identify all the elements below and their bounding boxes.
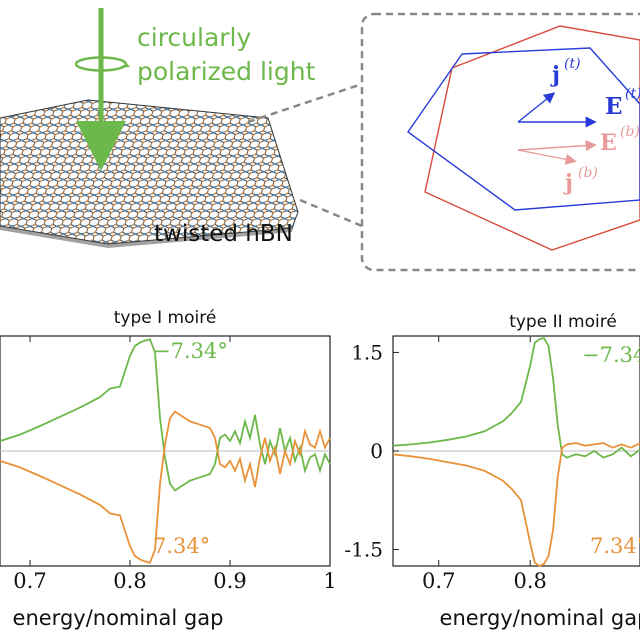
chart-title: type I moiré	[114, 308, 217, 328]
hbn-sheet-illustration	[0, 99, 299, 248]
chart-type-II: 0.7 0.8 1.5 0 -1.5 −7.34° 7.34° type II moiré en…	[344, 312, 640, 630]
sample-label: twisted hBN	[154, 221, 293, 247]
E-bottom-label: E (b)	[600, 124, 640, 156]
light-label-line2: polarized light	[137, 57, 316, 86]
x-tick-label: 0.8	[514, 569, 547, 593]
zoom-leader-bottom	[299, 198, 363, 228]
svg-text:(b): (b)	[578, 165, 598, 181]
series-annotation: 7.34°	[590, 534, 640, 558]
x-tick-label: 0.9	[213, 569, 246, 593]
E-top-label: E (t)	[605, 86, 640, 120]
bottom-layer-hexagon	[424, 25, 640, 251]
x-tick-label: 0.7	[422, 569, 455, 593]
j-bottom-arrow	[517, 149, 577, 165]
series-line-1	[0, 410, 331, 564]
series-annotation: −7.34°	[582, 343, 640, 367]
svg-text:j: j	[563, 170, 573, 196]
j-bottom-label: j (b)	[563, 165, 598, 196]
light-beam	[74, 8, 131, 171]
svg-text:(b): (b)	[620, 124, 640, 140]
zoom-leader-top	[247, 82, 363, 124]
j-top-label: j (t)	[550, 56, 581, 88]
svg-text:(t): (t)	[625, 86, 640, 102]
svg-text:E: E	[600, 130, 617, 156]
j-top-arrow	[517, 92, 556, 123]
x-tick-label: 0.8	[113, 569, 146, 593]
chart-title: type II moiré	[509, 312, 617, 332]
E-bottom-arrow	[517, 139, 597, 152]
top-layer-hexagon	[407, 47, 640, 211]
inset-panel	[360, 12, 640, 272]
series-line-1	[392, 442, 640, 568]
light-label-line1: circularly	[137, 23, 251, 52]
x-tick-label: 0.7	[13, 569, 46, 593]
series-annotation: 7.34°	[153, 534, 210, 558]
series-line-0	[392, 336, 640, 459]
x-axis-label: energy/nominal gap	[13, 606, 224, 630]
svg-text:j: j	[550, 62, 560, 88]
series-annotation: −7.34°	[153, 339, 228, 363]
y-tick-label: 0	[370, 439, 383, 463]
chart-type-I: 0.7 0.8 0.9 1 −7.34° 7.34° type I moiré energy/…	[0, 308, 337, 630]
x-axis-label: energy/nominal gap	[440, 606, 640, 630]
x-tick-label: 1	[323, 569, 336, 593]
svg-text:(t): (t)	[564, 56, 581, 72]
y-tick-label: -1.5	[344, 538, 383, 562]
y-tick-label: 1.5	[351, 340, 383, 364]
svg-text:E: E	[605, 93, 623, 120]
